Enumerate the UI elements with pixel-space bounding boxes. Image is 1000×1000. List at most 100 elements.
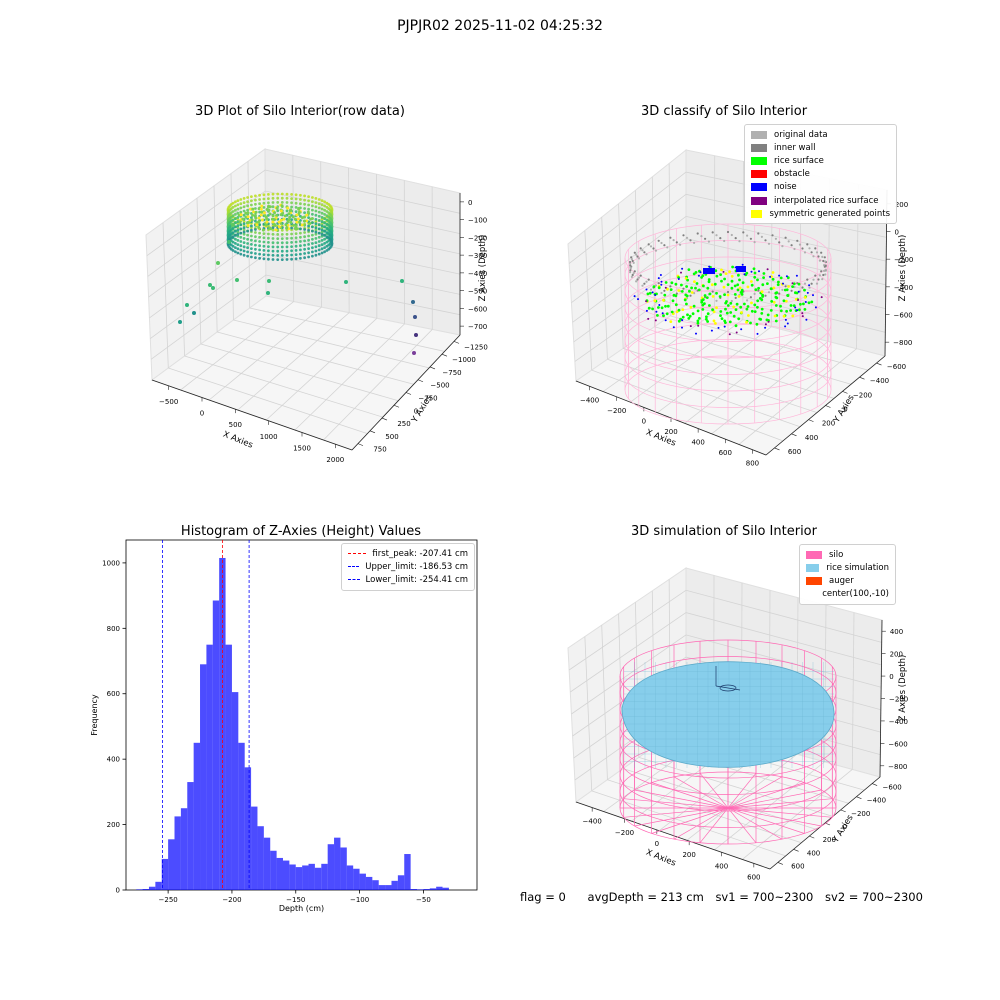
panel1-point bbox=[290, 232, 293, 236]
panel1-point bbox=[239, 213, 243, 217]
panel2-wall-point bbox=[641, 284, 644, 287]
panel1-point bbox=[236, 203, 240, 207]
panel1-point bbox=[239, 235, 243, 239]
panel2-title: 3D classify of Silo Interior bbox=[640, 104, 808, 119]
panel2-noise-point bbox=[658, 304, 661, 306]
panel1-y-tick-label: −250 bbox=[418, 395, 437, 403]
panel2-wall-point bbox=[749, 237, 753, 240]
panel2-surface-point bbox=[757, 286, 760, 290]
panel2-noise-point bbox=[657, 277, 660, 280]
histogram-legend: first_peak: -207.41 cm Upper_limit: -186.… bbox=[341, 543, 475, 591]
panel2-noise-point bbox=[710, 329, 713, 332]
histogram-bar bbox=[282, 860, 290, 890]
panel1-point bbox=[268, 226, 272, 230]
panel1-point bbox=[286, 220, 290, 224]
panel1-point bbox=[285, 209, 289, 213]
panel4-simulation-plot: −400−20002004006006004002000−200−400−600… bbox=[567, 567, 908, 881]
panel1-point bbox=[263, 214, 267, 218]
panel1-point bbox=[273, 218, 276, 222]
panel4-y-tick-label: 400 bbox=[807, 849, 820, 857]
legend-swatch bbox=[806, 563, 820, 572]
legend-entry: noise bbox=[751, 181, 890, 194]
panel4-grid bbox=[568, 589, 882, 671]
histogram-y-tick-label: 600 bbox=[107, 690, 120, 698]
panel1-point bbox=[242, 220, 246, 224]
panel1-point bbox=[231, 201, 235, 205]
panel1-point bbox=[287, 212, 291, 216]
panel2-wall-point bbox=[814, 247, 817, 250]
panel4-y-tick-label: 0 bbox=[843, 823, 847, 831]
panel1-point bbox=[280, 228, 284, 232]
panel2-surface-point bbox=[653, 299, 657, 303]
panel2-surface-point bbox=[756, 278, 759, 282]
sv1-text: sv1 = 700~2300 bbox=[715, 890, 814, 904]
panel1-point bbox=[311, 233, 314, 237]
panel1-point bbox=[299, 252, 302, 256]
panel2-wall-point bbox=[723, 239, 726, 243]
legend-line-swatch bbox=[348, 566, 360, 568]
panel2-noise-point bbox=[672, 326, 675, 329]
panel2-wall-point bbox=[682, 287, 685, 290]
panel2-wall-point bbox=[700, 235, 703, 238]
histogram-x-axis-label: Depth (cm) bbox=[279, 904, 324, 913]
panel1-x-tick-label: 2000 bbox=[326, 456, 344, 464]
legend-entry: symmetric generated points bbox=[751, 207, 890, 220]
legend-swatch bbox=[806, 550, 822, 559]
panel2-wall-point bbox=[629, 266, 632, 269]
panel1-grid bbox=[217, 331, 414, 385]
panel2-surface-point bbox=[745, 307, 749, 311]
panel1-point bbox=[280, 237, 284, 241]
panel1-point bbox=[320, 224, 324, 228]
panel2-y-tick-mark bbox=[791, 433, 797, 437]
panel2-wall-point bbox=[757, 289, 760, 292]
panel1-point bbox=[303, 235, 306, 239]
panel4-y-tick-mark bbox=[856, 796, 862, 799]
panel2-surface-point bbox=[774, 295, 778, 299]
panel1-point bbox=[285, 258, 289, 261]
panel1-outlier-point bbox=[267, 279, 271, 283]
panel2-wall-point bbox=[824, 268, 828, 271]
histogram-bar bbox=[378, 885, 386, 890]
panel2-surface-point bbox=[666, 287, 669, 291]
panel2-z-tick-label: −400 bbox=[894, 284, 913, 292]
histogram-y-tick-label: 400 bbox=[107, 756, 120, 764]
panel4-wireframe-floor-spoke bbox=[651, 807, 729, 834]
panel1-point bbox=[314, 205, 318, 209]
panel4-wireframe-floor-spoke bbox=[727, 789, 822, 809]
panel2-wall-point bbox=[704, 237, 707, 240]
panel1-point bbox=[307, 238, 310, 242]
histogram-bar bbox=[212, 600, 220, 890]
panel2-surface-point bbox=[779, 309, 783, 313]
panel1-point bbox=[254, 231, 257, 234]
panel1-point bbox=[295, 220, 299, 224]
panel2-surface-point bbox=[708, 292, 712, 296]
panel2-surface-point bbox=[725, 311, 729, 315]
legend-label: auger bbox=[829, 575, 854, 586]
panel2-wall-point bbox=[778, 241, 781, 244]
panel2-surface-point bbox=[662, 298, 665, 302]
panel1-z-tick-label: −100 bbox=[468, 217, 487, 225]
panel2-wall-point bbox=[778, 292, 781, 295]
panel1-point bbox=[307, 195, 310, 199]
panel1-raw-data-plot: −50005001000150020007505002500−250−500−7… bbox=[145, 148, 488, 464]
panel2-obstacle-cluster bbox=[703, 268, 715, 274]
panel2-wall-point bbox=[715, 234, 718, 237]
panel1-point bbox=[294, 257, 298, 261]
panel1-point bbox=[303, 231, 306, 234]
panel2-surface-point bbox=[674, 303, 678, 307]
panel1-title: 3D Plot of Silo Interior(row data) bbox=[195, 104, 405, 119]
histogram-y-tick-label: 0 bbox=[116, 887, 120, 895]
panel2-surface-point bbox=[660, 306, 664, 310]
panel1-point bbox=[277, 225, 281, 229]
panel1-points bbox=[178, 192, 418, 355]
panel2-surface-point bbox=[664, 281, 668, 284]
panel1-point bbox=[314, 245, 318, 249]
panel2-surface-point bbox=[677, 319, 681, 323]
panel2-surface-point bbox=[726, 283, 730, 286]
panel1-point bbox=[268, 205, 272, 209]
panel2-x-tick-label: 600 bbox=[719, 449, 732, 457]
panel2-surface-point bbox=[700, 300, 704, 304]
panel1-z-tick-label: −700 bbox=[468, 323, 487, 331]
panel2-surface-point bbox=[734, 308, 738, 311]
